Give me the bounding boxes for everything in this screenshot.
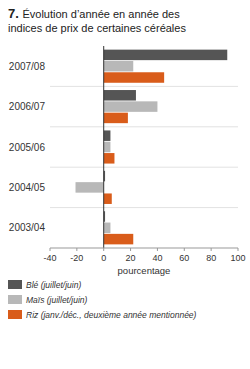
bar (104, 61, 134, 72)
title-line: 7. Évolution d’année en année des (8, 6, 180, 21)
x-tick (238, 248, 239, 251)
bar (104, 101, 158, 112)
x-axis-label: pourcentage (118, 265, 171, 276)
x-tick-label: 20 (126, 253, 136, 263)
title-text: Évolution d’année en année des (22, 8, 180, 20)
x-tick (50, 248, 51, 251)
category-label: 2004/05 (9, 182, 46, 193)
x-tick (211, 248, 212, 251)
bar (104, 50, 228, 61)
x-tick-label: 80 (206, 253, 216, 263)
zero-line (103, 46, 104, 248)
legend: Blé (juillet/juin) Maïs (juillet/juin) Riz… (8, 280, 197, 320)
category-label: 2005/06 (9, 142, 46, 153)
x-tick-label: 100 (230, 253, 245, 263)
x-tick (76, 248, 77, 251)
title-line: indices de prix de certaines céréales (8, 22, 186, 34)
x-tick (157, 248, 158, 251)
x-tick (184, 248, 185, 251)
bar (76, 182, 104, 193)
legend-swatch (8, 295, 22, 304)
x-tick-label: -40 (43, 253, 56, 263)
legend-swatch (8, 310, 22, 319)
legend-label: Riz (janv./déc., deuxième année mentionn… (26, 310, 197, 320)
chart: 7. Évolution d’année en année desindices… (0, 0, 250, 369)
bar (104, 142, 111, 153)
separator (50, 167, 238, 168)
bar (104, 72, 164, 83)
bar (104, 90, 136, 101)
x-tick-label: 60 (179, 253, 189, 263)
x-tick-label: 40 (152, 253, 162, 263)
x-tick (130, 248, 131, 251)
bar (104, 130, 111, 141)
category-label: 2003/04 (9, 222, 46, 233)
title-number: 7. (8, 6, 22, 21)
x-tick-label: 0 (101, 253, 106, 263)
legend-swatch (8, 280, 22, 289)
separator (50, 126, 238, 127)
bars (76, 50, 228, 245)
legend-label: Blé (juillet/juin) (26, 280, 81, 290)
separator (50, 86, 238, 87)
bar (104, 234, 134, 245)
category-label: 2006/07 (9, 101, 46, 112)
x-tick-label: -20 (70, 253, 83, 263)
category-label: 2007/08 (9, 61, 46, 72)
legend-label: Maïs (juillet/juin) (26, 295, 88, 305)
bar (104, 223, 111, 234)
title: 7. Évolution d’année en année desindices… (8, 6, 186, 34)
x-tick (103, 248, 104, 251)
x-axis-line (50, 248, 238, 249)
bar (104, 193, 112, 204)
bar (104, 153, 115, 164)
separator (50, 207, 238, 208)
bar (104, 113, 128, 124)
